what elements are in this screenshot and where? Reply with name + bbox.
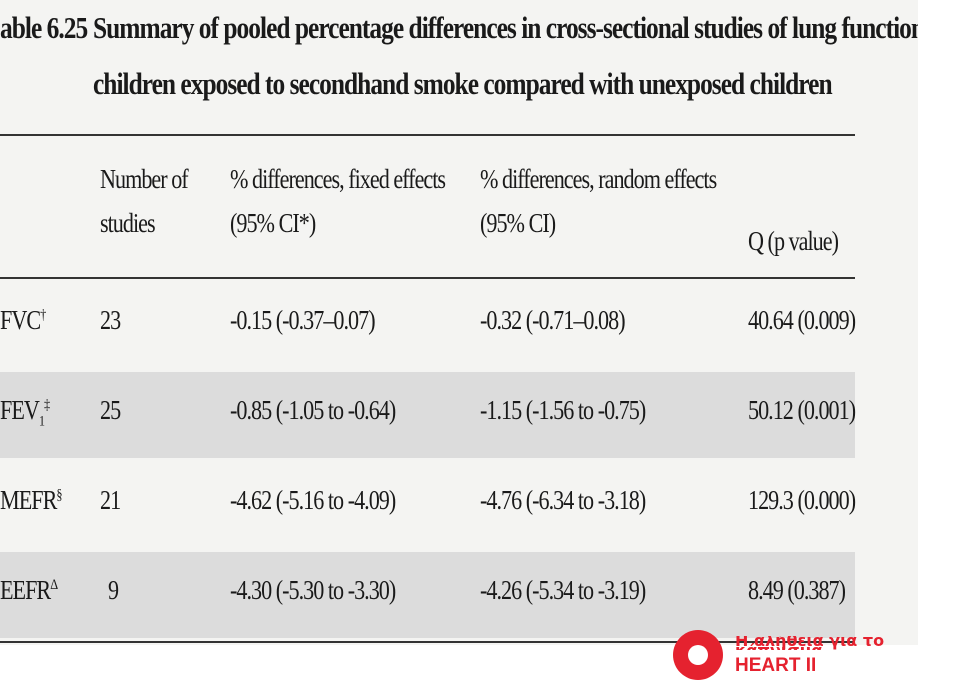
row-label-footnote: §	[56, 487, 62, 503]
row-label: FEV1‡	[0, 395, 50, 430]
row-label-footnote: Δ	[50, 577, 58, 593]
row-label-footnote: ‡	[44, 397, 50, 413]
table-title-line: children exposed to secondhand smoke com…	[93, 66, 833, 101]
table-number: able 6.25	[0, 10, 88, 45]
table-cell: -1.15 (-1.56 to -0.75)	[480, 395, 646, 425]
column-header: Q (p value)	[748, 226, 839, 256]
table-title-line: Summary of pooled percentage differences…	[93, 10, 918, 45]
table-cell: 129.3 (0.000)	[748, 485, 856, 515]
table-cell: 50.12 (0.001)	[748, 395, 856, 425]
column-header: studies	[100, 208, 156, 238]
logo-mark-center	[688, 645, 708, 665]
logo-tagline: Η αλήθεια για το κάπνισμα	[735, 636, 885, 650]
row-label: MEFR§	[0, 485, 63, 516]
table-cell: -4.76 (-6.34 to -3.18)	[480, 485, 646, 515]
column-header: % differences, fixed effects	[230, 164, 446, 194]
table-cell: 8.49 (0.387)	[748, 575, 846, 605]
table-cell: -4.30 (-5.30 to -3.30)	[230, 575, 396, 605]
row-label-footnote: †	[40, 307, 46, 323]
row-label: EEFRΔ	[0, 575, 58, 606]
logo-name: HEART II	[735, 655, 817, 676]
table-cell: -0.15 (-0.37–0.07)	[230, 305, 376, 335]
rule	[0, 641, 855, 643]
table-cell: -0.32 (-0.71–0.08)	[480, 305, 626, 335]
row-label-text: FEV	[0, 395, 40, 425]
row-shading	[0, 372, 855, 458]
column-header: (95% CI*)	[230, 208, 316, 238]
column-header: (95% CI)	[480, 208, 556, 238]
table-cell: -4.26 (-5.34 to -3.19)	[480, 575, 646, 605]
table-cell: -0.85 (-1.05 to -0.64)	[230, 395, 396, 425]
table-cell: 21	[100, 485, 121, 515]
table-cell: 9	[108, 575, 119, 605]
table-cell: 23	[100, 305, 121, 335]
scanned-table: able 6.25 Summary of pooled percentage di…	[0, 0, 918, 645]
rule	[0, 134, 855, 136]
column-header: Number of	[100, 164, 189, 194]
row-shading	[0, 552, 855, 638]
table-cell: 25	[100, 395, 121, 425]
row-label: FVC†	[0, 305, 46, 336]
column-header: % differences, random effects	[480, 164, 717, 194]
row-label-subscript: 1	[38, 413, 45, 430]
table-cell: 40.64 (0.009)	[748, 305, 856, 335]
table-cell: -4.62 (-5.16 to -4.09)	[230, 485, 396, 515]
rule	[0, 277, 855, 279]
row-label-text: EEFR	[0, 575, 51, 605]
row-label-text: MEFR	[0, 485, 57, 515]
row-label-text: FVC	[0, 305, 41, 335]
